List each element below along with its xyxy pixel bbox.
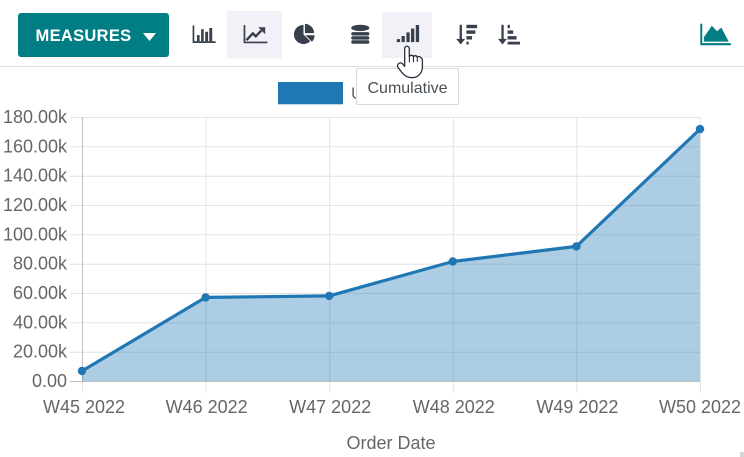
svg-text:180.00k: 180.00k [3,107,68,127]
svg-text:20.00k: 20.00k [13,342,68,362]
svg-text:160.00k: 160.00k [3,136,68,156]
svg-text:40.00k: 40.00k [13,312,68,332]
svg-text:W50 2022: W50 2022 [659,397,741,417]
svg-text:W46 2022: W46 2022 [166,397,248,417]
svg-text:120.00k: 120.00k [3,195,68,215]
svg-text:60.00k: 60.00k [13,283,68,303]
svg-text:Order Date: Order Date [346,433,435,453]
svg-text:W48 2022: W48 2022 [413,397,495,417]
svg-text:W45 2022: W45 2022 [43,397,125,417]
svg-text:W49 2022: W49 2022 [536,397,618,417]
svg-text:100.00k: 100.00k [3,224,68,244]
svg-text:W47 2022: W47 2022 [289,397,371,417]
svg-text:0.00: 0.00 [32,371,67,391]
svg-text:140.00k: 140.00k [3,166,68,186]
svg-text:80.00k: 80.00k [13,254,68,274]
